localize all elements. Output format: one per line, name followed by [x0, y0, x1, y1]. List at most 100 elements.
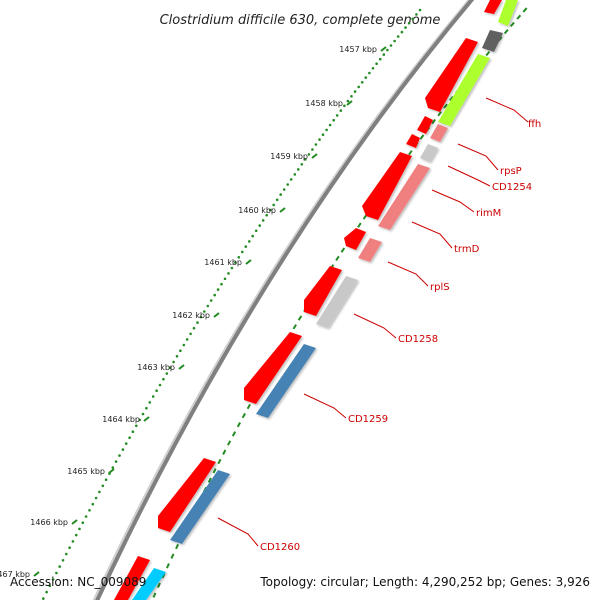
- gene-feature-green-top[interactable]: [498, 0, 518, 26]
- gene-label-group: ffh rpsP CD1254 rimM trmD rplS CD1258 CD…: [260, 119, 541, 553]
- inner-tick-dash: [516, 14, 522, 20]
- kbp-label: 1459 kbp: [270, 152, 308, 161]
- outer-tick-dot: [293, 173, 297, 176]
- gene-label-CD1258[interactable]: CD1258: [398, 334, 438, 345]
- inner-tick-dash: [437, 111, 442, 117]
- inner-tick-dash: [503, 29, 509, 35]
- gene-feature-light-trmD[interactable]: [358, 238, 382, 262]
- gene-label-CD1259[interactable]: CD1259: [348, 414, 388, 425]
- gene-feature-cyan-bottom[interactable]: [132, 568, 166, 600]
- gene-feature-darkgray[interactable]: [482, 30, 503, 52]
- outer-tick-dot: [289, 178, 293, 181]
- outer-tick-dot: [282, 188, 286, 191]
- outer-tick-dot: [300, 163, 304, 166]
- gene-feature-light-rpsP[interactable]: [430, 124, 448, 142]
- kbp-major-tick: [71, 519, 78, 525]
- outer-tick-dot: [415, 13, 418, 16]
- outer-tick-dot: [375, 62, 378, 65]
- gene-label-CD1260[interactable]: CD1260: [260, 542, 300, 553]
- gene-label-ffh[interactable]: ffh: [528, 119, 541, 130]
- kbp-major-tick: [143, 416, 150, 422]
- outer-tick-dot: [175, 355, 179, 358]
- outer-tick-dot: [411, 17, 415, 21]
- outer-tick-dot: [151, 395, 155, 398]
- kbp-major-tick: [279, 207, 286, 213]
- inner-tick-dash: [485, 50, 491, 57]
- outer-tick-dot: [71, 540, 75, 543]
- outer-tick-dot: [378, 57, 382, 61]
- gene-feature-red-1[interactable]: [425, 38, 478, 112]
- outer-tick-dot: [227, 272, 230, 275]
- outer-tick-dot: [371, 67, 375, 70]
- gene-feature-red-5[interactable]: [344, 228, 366, 250]
- kbp-label: 1466 kbp: [30, 518, 68, 527]
- kbp-labels: 1457 kbp 1458 kbp 1459 kbp 1460 kbp 1461 kbp…: [0, 45, 387, 579]
- outer-tick-dot: [182, 343, 186, 347]
- gene-label-rimM[interactable]: rimM: [476, 208, 501, 219]
- outer-tick-dot: [131, 430, 135, 434]
- kbp-label: 1458 kbp: [305, 99, 343, 108]
- inner-tick-dash: [408, 150, 413, 156]
- kbp-major-tick: [33, 571, 40, 577]
- outer-tick-dot: [353, 90, 357, 93]
- gene-feature-red-7[interactable]: [244, 332, 302, 404]
- backbone-arc: [95, 0, 475, 600]
- outer-tick-dot: [220, 282, 223, 286]
- outer-tick-ring: [42, 8, 422, 600]
- gene-label-CD1254[interactable]: CD1254: [492, 182, 532, 193]
- outer-tick-dot: [58, 565, 61, 568]
- gene-label-rpsP[interactable]: rpsP: [500, 166, 522, 177]
- inner-tick-dash: [217, 458, 222, 465]
- outer-tick-dot: [172, 360, 175, 364]
- kbp-major-tick: [245, 259, 252, 265]
- gene-feature-red-3[interactable]: [406, 134, 420, 148]
- outer-tick-dot: [61, 559, 65, 562]
- outer-tick-dot: [51, 578, 55, 581]
- outer-tick-dot: [244, 245, 248, 248]
- gene-feature-red-bottom[interactable]: [114, 556, 150, 600]
- outer-tick-dot: [304, 158, 307, 161]
- gene-feature-red-4[interactable]: [362, 152, 412, 220]
- outer-tick-dot: [68, 546, 71, 549]
- outer-tick-dot: [192, 326, 196, 330]
- outer-tick-dot: [74, 533, 78, 537]
- gene-label-rplS[interactable]: rplS: [430, 282, 450, 293]
- kbp-label: 1467 kbp: [0, 570, 30, 579]
- outer-tick-dot: [111, 466, 115, 469]
- inner-tick-dash: [522, 7, 528, 13]
- outer-tick-dot: [335, 114, 339, 117]
- outer-tick-dot: [343, 104, 346, 108]
- accession-text: Accession: NC_009089: [10, 575, 147, 589]
- gene-feature-red-top[interactable]: [484, 0, 502, 14]
- outer-tick-dot: [268, 208, 272, 212]
- inner-tick-dash: [246, 403, 251, 410]
- gene-feature-red-2[interactable]: [417, 116, 433, 134]
- outer-tick-dot: [91, 502, 95, 506]
- outer-tick-dot: [199, 315, 203, 319]
- outer-tick-dot: [275, 198, 279, 202]
- gene-feature-blue-CD1260[interactable]: [170, 470, 230, 544]
- outer-tick-dot: [213, 293, 216, 297]
- gene-feature-gray-CD1258[interactable]: [316, 276, 358, 328]
- gene-feature-light-rimM[interactable]: [378, 164, 430, 230]
- kbp-label: 1464 kbp: [102, 415, 140, 424]
- outer-tick-dot: [407, 21, 411, 25]
- inner-tick-dash: [170, 553, 175, 559]
- backbone-shadow: [92, 0, 472, 600]
- gene-label-trmD[interactable]: trmD: [454, 244, 480, 255]
- gene-feature-blue-CD1259[interactable]: [256, 344, 316, 418]
- inner-tick-dash: [227, 440, 232, 446]
- outer-tick-dot: [216, 288, 220, 291]
- outer-tick-dot: [145, 406, 148, 410]
- outer-tick-dot: [98, 490, 101, 494]
- gene-feature-red-8[interactable]: [158, 458, 216, 532]
- outer-tick-dot: [209, 299, 213, 302]
- kbp-major-tick: [380, 46, 387, 52]
- map-title: Clostridium difficile 630, complete geno…: [160, 13, 441, 28]
- gene-feature-green-ffh[interactable]: [438, 54, 490, 126]
- inner-tick-dash: [449, 95, 454, 102]
- gene-feature-gray-CD1254[interactable]: [420, 144, 438, 162]
- outer-tick-dot: [138, 418, 141, 422]
- outer-tick-dot: [350, 95, 353, 98]
- gene-feature-red-6[interactable]: [304, 266, 342, 316]
